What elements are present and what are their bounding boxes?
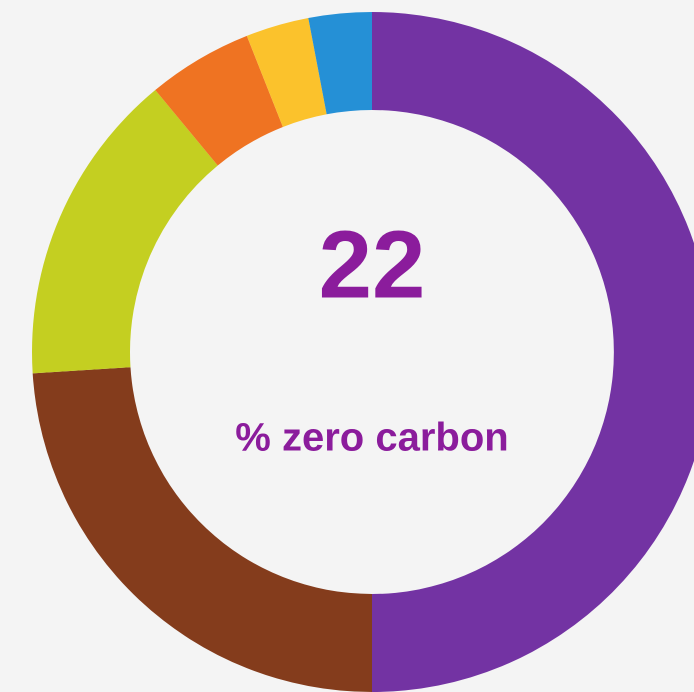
donut-segment	[31, 90, 218, 374]
center-label: % zero carbon	[235, 416, 508, 460]
donut-segment	[32, 367, 373, 692]
donut-segment	[155, 35, 283, 166]
donut-segment	[308, 12, 372, 115]
donut-segment	[372, 12, 694, 692]
center-value: 22	[319, 211, 426, 318]
donut-segment	[246, 18, 327, 127]
donut	[31, 12, 694, 692]
